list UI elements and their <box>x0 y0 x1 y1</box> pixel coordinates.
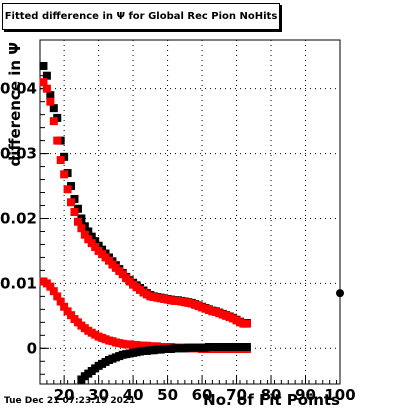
x-tick-label: 40 <box>123 386 144 404</box>
x-tick-label: 50 <box>157 386 178 404</box>
data-point <box>53 292 62 301</box>
data-point <box>39 61 48 70</box>
data-point <box>46 97 55 106</box>
data-point <box>242 343 251 352</box>
series-0 <box>39 61 251 327</box>
y-tick-label: 0.03 <box>0 145 37 163</box>
data-point <box>42 84 51 93</box>
data-point <box>70 208 79 216</box>
data-point <box>242 319 251 328</box>
x-tick-label: 30 <box>88 386 109 404</box>
data-point <box>53 136 62 145</box>
data-point <box>77 224 86 233</box>
series-4 <box>336 289 344 298</box>
data-point <box>73 217 82 226</box>
data-point <box>46 91 55 100</box>
x-tick-label: 100 <box>324 386 355 404</box>
y-tick-label: 0 <box>27 339 37 357</box>
data-point <box>63 185 72 194</box>
data-point <box>80 230 89 239</box>
x-tick-label: 80 <box>261 386 282 404</box>
data-point <box>46 282 55 291</box>
y-tick-label: 0.04 <box>0 80 37 98</box>
x-tick-label: 20 <box>54 386 75 404</box>
x-tick-label: 60 <box>192 386 213 404</box>
data-point <box>49 287 58 296</box>
series-1 <box>39 78 251 328</box>
data-point <box>336 289 344 298</box>
y-axis-title: difference in Ψ <box>6 42 24 167</box>
y-tick-label: 0.02 <box>0 209 37 227</box>
data-point <box>60 170 69 179</box>
axis-ticks: 20 30 40 50 60 70 80 90 100 0 0.01 0.02 0.03 0.04 <box>0 62 356 404</box>
series-3 <box>77 343 251 384</box>
data-point <box>56 297 65 306</box>
data-point <box>49 117 58 126</box>
series-layer <box>39 61 344 384</box>
data-point <box>39 78 48 87</box>
x-axis-title: No. of Fit Points <box>203 391 340 409</box>
y-tick-label: 0.01 <box>0 274 37 292</box>
data-point <box>60 302 69 311</box>
data-point <box>42 71 51 80</box>
plot-frame <box>39 39 341 385</box>
chart-title: Fitted difference in Ψ for Global Rec Pi… <box>2 3 280 30</box>
x-tick-label: 70 <box>226 386 247 404</box>
timestamp: Tue Dec 21 07:23:19 2021 <box>4 396 136 406</box>
x-tick-label: 90 <box>295 386 316 404</box>
data-point <box>67 198 76 207</box>
data-point <box>56 156 65 165</box>
data-point <box>49 104 58 113</box>
